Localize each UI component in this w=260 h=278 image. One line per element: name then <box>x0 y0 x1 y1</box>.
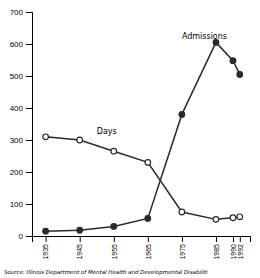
y-tick-label: 700 <box>10 8 24 17</box>
point <box>43 228 49 234</box>
x-tick: 1992 <box>237 236 244 260</box>
chart: 1935194519551965197519851990199201002003… <box>0 0 260 278</box>
x-tick-mark <box>148 236 149 242</box>
x-tick-label: 1975 <box>179 244 186 260</box>
marks <box>43 40 243 234</box>
y-tick-mark <box>26 12 32 13</box>
y-tick-label: 0 <box>19 232 24 241</box>
annotation: Admissions <box>182 32 227 41</box>
y-tick: 100 <box>10 200 32 209</box>
y-tick-mark <box>26 76 32 77</box>
y-tick-mark <box>26 44 32 45</box>
y-tick-label: 100 <box>10 200 24 209</box>
series-line <box>46 137 240 220</box>
source-text: Source: Illinois Department of Mental He… <box>4 269 208 276</box>
point <box>145 160 151 166</box>
y-axis: 0 100 200 300 400 500 600 700 <box>10 8 33 241</box>
y-tick-label: 500 <box>10 72 24 81</box>
y-tick-mark <box>26 140 32 141</box>
point <box>77 227 83 233</box>
y-tick-mark <box>26 236 32 237</box>
point <box>111 148 117 154</box>
y-tick-label: 200 <box>10 168 24 177</box>
x-tick-label: 1965 <box>145 244 152 260</box>
x-tick: 1985 <box>213 236 220 260</box>
x-tick: 1945 <box>76 236 83 260</box>
y-tick-mark <box>26 204 32 205</box>
series-line <box>46 42 240 231</box>
annotation: Days <box>97 127 117 136</box>
point <box>111 224 117 230</box>
x-axis: 19351945195519651975198519901992 <box>33 236 251 260</box>
y-tick-mark <box>26 172 32 173</box>
x-tick-label: 1992 <box>237 244 244 260</box>
x-tick-mark <box>80 236 81 242</box>
point <box>179 209 185 215</box>
x-tick-mark <box>182 236 183 242</box>
y-tick: 400 <box>10 104 32 113</box>
x-tick: 1965 <box>145 236 152 260</box>
point <box>230 215 236 221</box>
y-tick: 0 <box>19 232 32 241</box>
x-tick: 1975 <box>179 236 186 260</box>
point <box>213 217 219 223</box>
point <box>237 72 243 78</box>
y-tick-label: 600 <box>10 40 24 49</box>
x-tick-label: 1955 <box>110 244 117 260</box>
x-tick-mark <box>216 236 217 242</box>
y-tick: 200 <box>10 168 32 177</box>
x-tick: 1955 <box>110 236 117 260</box>
point <box>77 137 83 143</box>
y-tick: 600 <box>10 40 32 49</box>
x-tick: 1935 <box>42 236 49 260</box>
x-tick-mark <box>46 236 47 242</box>
point <box>237 214 243 220</box>
y-tick-label: 400 <box>10 104 24 113</box>
y-tick: 500 <box>10 72 32 81</box>
y-tick: 300 <box>10 136 32 145</box>
x-tick-mark <box>114 236 115 242</box>
y-tick-label: 300 <box>10 136 24 145</box>
x-tick-label: 1985 <box>213 244 220 260</box>
point <box>230 58 236 64</box>
x-tick-label: 1935 <box>42 244 49 260</box>
x-tick-mark <box>240 236 241 242</box>
x-tick-mark <box>233 236 234 242</box>
point <box>179 112 185 118</box>
y-tick: 700 <box>10 8 32 17</box>
point <box>43 134 49 140</box>
plot: 1935194519551965197519851990199201002003… <box>10 8 251 260</box>
y-tick-mark <box>26 108 32 109</box>
x-axis-line <box>33 237 251 243</box>
point <box>145 216 151 222</box>
y-axis-line <box>26 13 33 237</box>
x-tick-label: 1945 <box>76 244 83 260</box>
